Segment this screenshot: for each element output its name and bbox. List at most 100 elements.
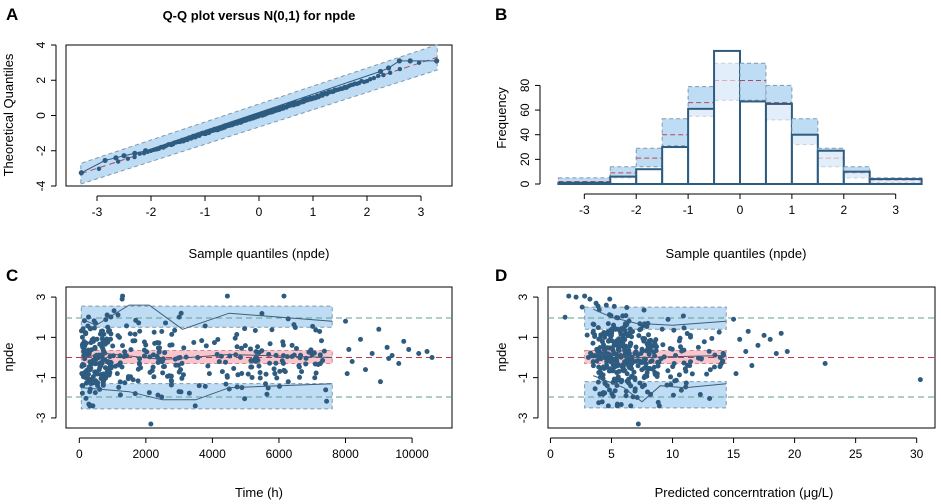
- panel-c-point: [79, 363, 85, 369]
- panel-d-point: [618, 331, 624, 337]
- panel-d-point: [607, 296, 613, 302]
- panel-d-point: [683, 384, 689, 390]
- panel-a-point: [125, 156, 131, 161]
- panel-c-point: [162, 350, 168, 356]
- panel-d-point: [678, 344, 684, 350]
- panel-c-point: [242, 343, 248, 349]
- panel-c-outer-point: [224, 293, 230, 299]
- panel-c-outer-point: [362, 367, 368, 373]
- panel-c-outer-point: [357, 336, 363, 342]
- panel-c-point: [242, 396, 248, 402]
- panel-a-xlabel: Sample quantiles (npde): [189, 246, 330, 261]
- panel-c-point: [179, 360, 185, 366]
- panel-c-point: [247, 346, 253, 352]
- panel-d-point: [643, 348, 649, 354]
- panel-d-point: [592, 386, 598, 392]
- panel-a-point: [387, 70, 393, 75]
- panel-c-point: [168, 382, 174, 388]
- panel-c-point: [105, 324, 111, 330]
- panel-a-tail-point: [386, 65, 392, 71]
- panel-c-point: [157, 345, 163, 351]
- panel-a-point: [416, 60, 422, 65]
- panel-d-point: [600, 390, 606, 396]
- panel-d-point: [655, 363, 661, 369]
- panel-b-observed-bar: [661, 146, 690, 186]
- panel-c-point: [216, 359, 222, 365]
- panel-d-outer-point: [773, 350, 779, 356]
- panel-d-point: [687, 359, 693, 365]
- panel-d-median-trend-line: [593, 353, 727, 359]
- panel-c-point: [169, 331, 175, 337]
- panel-c-point: [215, 336, 221, 342]
- panel-c-point: [136, 361, 142, 367]
- panel-c-point: [116, 384, 122, 390]
- panel-b-observed-bar: [739, 100, 767, 185]
- panel-d-point: [590, 353, 596, 359]
- panel-d-point: [709, 335, 715, 341]
- panel-c-point: [86, 314, 92, 320]
- panel-d-outer-point: [635, 421, 641, 427]
- panel-b-y-tick-label: 0: [518, 180, 532, 187]
- panel-d-point: [640, 335, 646, 341]
- panel-c-point: [224, 373, 230, 379]
- panel-c-point: [147, 369, 153, 375]
- panel-c-point: [202, 383, 208, 389]
- panel-a-point: [381, 72, 386, 78]
- panel-c-point: [280, 339, 286, 345]
- panel-c-point: [173, 362, 179, 368]
- panel-c-point: [146, 390, 152, 396]
- panel-c-point: [267, 360, 273, 366]
- panel-b-observed-bar: [687, 107, 716, 185]
- panel-d-point: [606, 387, 612, 393]
- panel-a-y-tick-label: 2: [34, 77, 48, 84]
- panel-d-y-tick-label: -1: [516, 372, 530, 383]
- panel-d-outer-point: [573, 294, 579, 300]
- panel-c-point: [141, 339, 147, 345]
- panel-b-pi-band: [739, 62, 767, 101]
- panel-c-point: [234, 384, 240, 390]
- panel-d-point: [613, 378, 619, 384]
- panel-b-x-tick-label: -2: [631, 203, 642, 217]
- panel-c-point: [160, 370, 166, 376]
- panel-c-point: [219, 369, 225, 375]
- panel-c-outer-point: [376, 326, 382, 332]
- panel-c-point: [128, 374, 134, 380]
- panel-d-point: [671, 327, 677, 333]
- panel-c-point: [83, 380, 89, 386]
- panel-c-x-tick-label: 4000: [199, 447, 226, 461]
- panel-d-point: [717, 354, 723, 360]
- panel-d-point: [676, 338, 682, 344]
- panel-c-point: [256, 363, 262, 369]
- panel-c-point: [252, 328, 258, 334]
- panel-d-point: [590, 321, 596, 327]
- panel-c-outer-point: [424, 348, 430, 354]
- panel-c-point: [117, 379, 123, 385]
- panel-c-point: [310, 323, 316, 329]
- panel-d-point: [590, 363, 596, 369]
- panel-c-point: [169, 342, 175, 348]
- panel-a-tail-point: [78, 170, 84, 176]
- panel-b-observed-bar: [609, 175, 638, 186]
- panel-c-x-tick-label: 8000: [332, 447, 359, 461]
- panel-d-point: [635, 363, 641, 369]
- panel-d-point: [624, 305, 630, 311]
- panel-d-outer-point: [743, 348, 749, 354]
- panel-b-x-tick-label: -1: [683, 203, 694, 217]
- panel-c-point: [101, 340, 107, 346]
- panel-d-point: [660, 342, 666, 348]
- panel-d-x-tick-label: 30: [910, 447, 924, 461]
- panel-c-point: [195, 354, 201, 360]
- panel-c-point: [127, 331, 133, 337]
- panel-d-x-tick-label: 5: [608, 447, 615, 461]
- panel-d-point: [606, 357, 612, 363]
- panel-b-x-tick-label: 2: [840, 203, 847, 217]
- panel-d-point: [585, 354, 591, 360]
- panel-d-point: [639, 367, 645, 373]
- panel-c-point: [186, 390, 192, 396]
- panel-c-point: [128, 347, 134, 353]
- panel-a-plot: -3 -2 -1 0 1 2 3 -4 -2 0 2 4: [34, 41, 440, 219]
- panel-c-xlabel: Time (h): [235, 485, 283, 500]
- panel-d-point: [623, 393, 629, 399]
- panel-c-point: [281, 367, 287, 373]
- panel-b-y-tick-label: 80: [518, 78, 532, 92]
